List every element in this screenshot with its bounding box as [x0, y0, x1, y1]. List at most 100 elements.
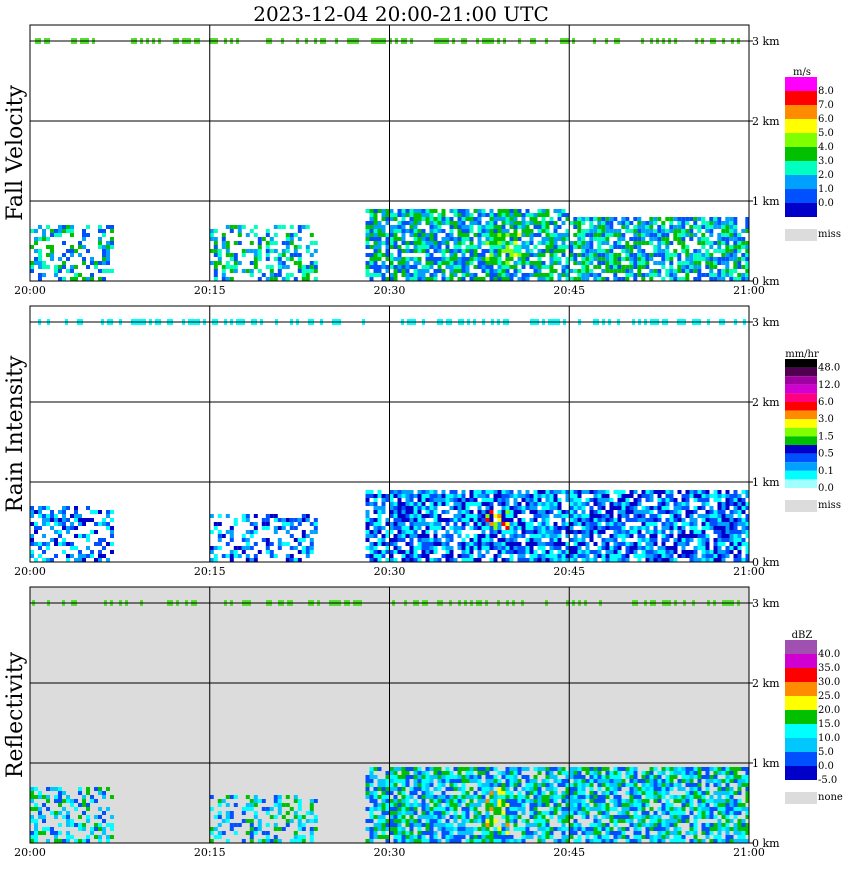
field-cell: [306, 546, 310, 550]
field-cell: [602, 811, 606, 815]
field-cell: [718, 490, 722, 494]
field-cell: [610, 779, 614, 783]
field-cell: [410, 265, 414, 269]
field-cell: [574, 510, 578, 514]
field-cell: [638, 795, 642, 799]
field-cell: [278, 839, 282, 843]
field-cell: [662, 823, 666, 827]
field-cell: [482, 542, 486, 546]
field-cell: [714, 518, 718, 522]
field-cell: [598, 526, 602, 530]
field-cell: [366, 221, 370, 225]
field-cell: [625, 249, 629, 253]
field-cell: [546, 237, 550, 241]
field-cell: [513, 237, 517, 241]
field-cell: [730, 502, 734, 506]
field-cell: [550, 490, 554, 494]
field-cell: [577, 221, 581, 225]
field-cell: [717, 237, 721, 241]
field-cell: [534, 538, 538, 542]
field-cell: [386, 839, 390, 843]
field-cell: [629, 245, 633, 249]
field-cell: [510, 803, 514, 807]
field-cell: [438, 767, 442, 771]
field-cell: [458, 546, 462, 550]
field-cell: [246, 518, 250, 522]
field-cell: [730, 538, 734, 542]
field-cell: [589, 221, 593, 225]
field-cell: [726, 522, 730, 526]
field-cell: [577, 245, 581, 249]
field-cell: [510, 494, 514, 498]
field-cell: [406, 799, 410, 803]
field-cell: [542, 213, 546, 217]
field-cell: [466, 767, 470, 771]
field-cell: [546, 494, 550, 498]
field-cell: [638, 494, 642, 498]
field-cell: [374, 265, 378, 269]
field-cell: [614, 807, 618, 811]
field-cell: [678, 827, 682, 831]
field-cell: [673, 269, 677, 273]
field-cell: [574, 775, 578, 779]
field-cell: [370, 221, 374, 225]
field-cell: [246, 538, 250, 542]
field-cell: [634, 791, 638, 795]
field-cell: [430, 233, 434, 237]
field-cell: [638, 839, 642, 843]
field-cell: [577, 217, 581, 221]
field-cell: [538, 225, 542, 229]
field-cell: [526, 225, 530, 229]
field-cell: [586, 807, 590, 811]
field-cell: [518, 795, 522, 799]
field-cell: [414, 779, 418, 783]
field-cell: [54, 514, 58, 518]
field-cell: [689, 269, 693, 273]
field-cell: [554, 799, 558, 803]
field-cell: [586, 550, 590, 554]
field-cell: [618, 827, 622, 831]
field-cell: [78, 253, 82, 257]
field-cell: [462, 510, 466, 514]
field-cell: [490, 779, 494, 783]
field-cell: [378, 249, 382, 253]
field-cell: [110, 534, 114, 538]
field-cell: [662, 506, 666, 510]
field-cell: [50, 811, 54, 815]
field-cell: [594, 775, 598, 779]
field-cell: [585, 233, 589, 237]
field-cell: [637, 269, 641, 273]
field-cell: [450, 237, 454, 241]
field-cell: [110, 815, 114, 819]
field-cell: [466, 269, 470, 273]
field-cell: [274, 241, 278, 245]
field-cell: [398, 815, 402, 819]
legend-swatch: [785, 419, 817, 428]
field-cell: [402, 558, 406, 562]
field-cell: [426, 791, 430, 795]
field-cell: [514, 498, 518, 502]
field-cell: [673, 273, 677, 277]
field-cell: [210, 839, 214, 843]
field-cell: [609, 245, 613, 249]
field-cell: [610, 791, 614, 795]
field-cell: [582, 514, 586, 518]
field-cell: [434, 546, 438, 550]
field-cell: [262, 831, 266, 835]
field-cell: [214, 835, 218, 839]
field-cell: [606, 558, 610, 562]
field-cell: [214, 815, 218, 819]
field-cell: [450, 771, 454, 775]
field-cell: [50, 526, 54, 530]
field-cell: [430, 506, 434, 510]
field-cell: [226, 514, 230, 518]
field-cell: [306, 811, 310, 815]
field-cell: [734, 530, 738, 534]
field-cell: [90, 795, 94, 799]
field-cell: [86, 819, 90, 823]
field-cell: [402, 819, 406, 823]
field-cell: [294, 277, 298, 281]
field-cell: [46, 265, 50, 269]
field-cell: [734, 490, 738, 494]
field-cell: [694, 518, 698, 522]
